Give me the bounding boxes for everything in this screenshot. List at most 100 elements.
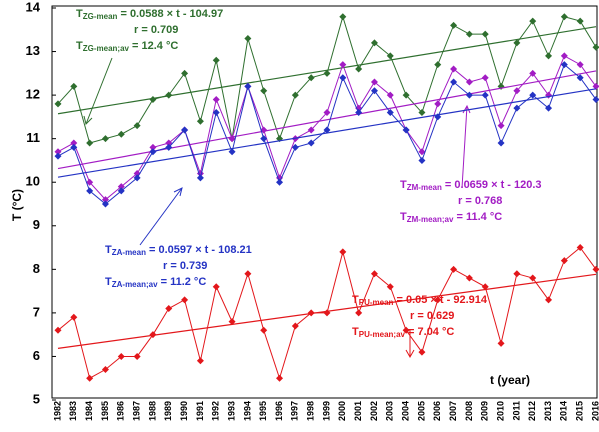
subscript: ZA-mean [112, 248, 146, 257]
marker [529, 91, 537, 99]
marker [560, 13, 568, 21]
marker [117, 187, 125, 195]
x-tick-label: 2003 [385, 401, 395, 421]
marker [434, 100, 442, 108]
marker [54, 326, 62, 334]
marker [576, 61, 584, 69]
arrow-head [83, 115, 93, 125]
x-tick-label: 1993 [226, 401, 236, 421]
x-tick-label: 1984 [84, 401, 94, 421]
marker [370, 87, 378, 95]
subscript: ZG-mean [83, 12, 118, 21]
annotation-average: TZG-mean;av = 12.4 °C [76, 40, 178, 53]
marker [529, 274, 537, 282]
y-tick-label: 8 [33, 261, 40, 276]
marker [355, 65, 363, 73]
marker [291, 143, 299, 151]
marker [370, 270, 378, 278]
marker [592, 82, 599, 90]
marker [260, 87, 268, 95]
marker [165, 305, 173, 313]
x-tick-label: 2001 [353, 401, 363, 421]
marker [101, 200, 109, 208]
marker [307, 74, 315, 82]
marker [592, 265, 599, 273]
arrow [461, 105, 468, 189]
marker [307, 139, 315, 147]
marker [386, 109, 394, 117]
marker [133, 174, 141, 182]
y-tick-label: 12 [26, 87, 40, 102]
x-tick-label: 2016 [590, 401, 599, 421]
marker [418, 348, 426, 356]
marker [465, 78, 473, 86]
x-tick-label: 2008 [464, 401, 474, 421]
marker [117, 130, 125, 138]
marker [117, 183, 125, 191]
equation: = 0.0588 × t - 104.97 [117, 8, 223, 20]
marker [450, 78, 458, 86]
x-tick-label: 1991 [195, 401, 205, 421]
marker [339, 61, 347, 69]
marker [418, 156, 426, 164]
marker [545, 296, 553, 304]
x-tick-label: 2012 [527, 401, 537, 421]
subscript: PU-mean;av [359, 330, 406, 339]
annotation: TZA-mean = 0.0597 × t - 108.21r = 0.739T… [105, 244, 252, 289]
average: = 7.04 °C [405, 326, 454, 338]
marker [339, 248, 347, 256]
subscript: ZA-mean;av [112, 280, 158, 289]
marker [86, 178, 94, 186]
marker [196, 174, 204, 182]
x-tick-label: 1996 [274, 401, 284, 421]
marker [576, 74, 584, 82]
marker [212, 95, 220, 103]
x-tick-label: 1995 [258, 401, 268, 421]
marker [228, 135, 236, 143]
marker [70, 139, 78, 147]
x-axis-label: t (year) [490, 373, 530, 387]
symbol: T [400, 211, 407, 223]
marker [323, 309, 331, 317]
marker [418, 148, 426, 156]
marker [465, 274, 473, 282]
marker [560, 52, 568, 60]
x-tick-label: 2002 [369, 401, 379, 421]
symbol: T [400, 179, 407, 191]
marker [402, 126, 410, 134]
x-tick-label: 1997 [290, 401, 300, 421]
marker [529, 69, 537, 77]
marker [117, 352, 125, 360]
marker [54, 152, 62, 160]
marker [86, 374, 94, 382]
x-tick-label: 1990 [179, 401, 189, 421]
marker [450, 65, 458, 73]
marker [149, 95, 157, 103]
marker [370, 39, 378, 47]
marker [592, 43, 599, 51]
marker [212, 56, 220, 64]
marker [70, 82, 78, 90]
x-tick-label: 2014 [559, 401, 569, 421]
marker [513, 87, 521, 95]
x-tick-label: 2007 [448, 401, 458, 421]
marker [260, 135, 268, 143]
y-tick-label: 13 [26, 43, 40, 58]
marker [386, 91, 394, 99]
marker [291, 91, 299, 99]
x-tick-label: 1982 [52, 401, 62, 421]
marker [355, 309, 363, 317]
marker [355, 109, 363, 117]
marker [307, 126, 315, 134]
marker [434, 296, 442, 304]
arrow-head [405, 349, 415, 359]
average: = 11.4 °C [453, 211, 502, 223]
x-tick-label: 1992 [211, 401, 221, 421]
y-tick-label: 9 [33, 217, 40, 232]
x-tick-label: 1989 [163, 401, 173, 421]
x-tick-label: 1988 [147, 401, 157, 421]
marker [465, 91, 473, 99]
marker [576, 17, 584, 25]
x-tick-label: 2009 [480, 401, 490, 421]
